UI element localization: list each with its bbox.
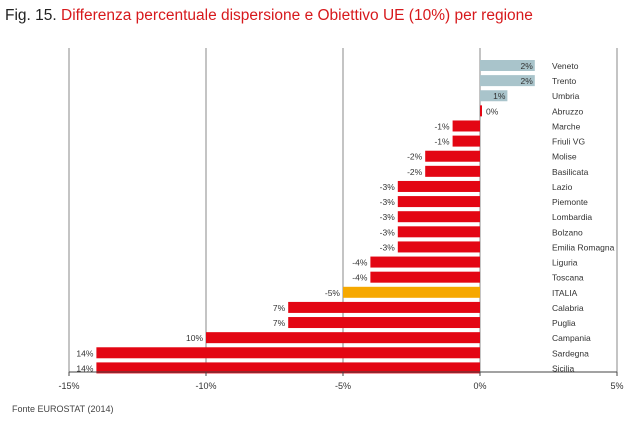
value-label-2: 1%	[493, 91, 506, 101]
value-label-15: -5%	[325, 288, 341, 298]
bar-7	[425, 165, 480, 177]
category-label-9: Piemonte	[552, 197, 588, 207]
bar-3	[480, 105, 482, 117]
category-label-18: Campania	[552, 333, 591, 343]
bar-2	[480, 90, 508, 102]
figure-title: Differenza percentuale dispersione e Obi…	[61, 7, 533, 24]
bar-19	[96, 347, 481, 359]
value-label-3: 0%	[486, 106, 499, 116]
x-tick-label-0: -15%	[58, 381, 79, 391]
bar-10	[397, 211, 480, 223]
bar-18	[206, 332, 480, 344]
value-label-11: -3%	[380, 227, 396, 237]
category-label-10: Lombardia	[552, 212, 592, 222]
category-label-14: Toscana	[552, 273, 584, 283]
category-label-4: Marche	[552, 121, 581, 131]
bar-6	[425, 150, 480, 162]
category-label-2: Umbria	[552, 91, 580, 101]
value-label-20: 14%	[76, 363, 93, 373]
category-label-17: Puglia	[552, 318, 576, 328]
chart-title: Fig. 15. Differenza percentuale dispersi…	[5, 6, 533, 26]
bar-12	[397, 241, 480, 253]
category-label-5: Friuli VG	[552, 137, 585, 147]
value-label-12: -3%	[380, 242, 396, 252]
value-label-4: -1%	[434, 121, 450, 131]
value-label-13: -4%	[352, 258, 368, 268]
category-label-0: Veneto	[552, 61, 579, 71]
category-label-13: Liguria	[552, 258, 578, 268]
bar-13	[370, 256, 480, 268]
category-label-8: Lazio	[552, 182, 573, 192]
bar-14	[370, 271, 480, 283]
x-tick-label-2: -5%	[335, 381, 351, 391]
category-label-16: Calabria	[552, 303, 584, 313]
value-label-5: -1%	[434, 137, 450, 147]
value-label-18: 10%	[186, 333, 203, 343]
bar-20	[96, 362, 481, 374]
category-label-20: Sicilia	[552, 363, 574, 373]
value-label-9: -3%	[380, 197, 396, 207]
value-label-1: 2%	[521, 76, 534, 86]
bar-0	[480, 60, 535, 71]
bar-9	[397, 196, 480, 208]
bar-17	[288, 317, 480, 329]
value-label-8: -3%	[380, 182, 396, 192]
source-note: Fonte EUROSTAT (2014)	[12, 404, 114, 414]
category-label-12: Emilia Romagna	[552, 242, 615, 252]
value-label-0: 2%	[521, 61, 534, 71]
bar-8	[397, 180, 480, 192]
value-label-6: -2%	[407, 152, 423, 162]
bar-1	[480, 75, 535, 87]
category-label-1: Trento	[552, 76, 577, 86]
value-label-19: 14%	[76, 348, 93, 358]
bar-5	[452, 135, 480, 147]
bar-11	[397, 226, 480, 238]
bar-chart: 2% Veneto 2% Trento 1% Umbria 0% Abruzzo -1% Marc…	[58, 48, 624, 391]
x-tick-label-4: 5%	[610, 381, 623, 391]
bar-4	[452, 120, 480, 132]
category-label-19: Sardegna	[552, 348, 589, 358]
value-label-14: -4%	[352, 273, 368, 283]
category-label-11: Bolzano	[552, 227, 583, 237]
category-label-15: ITALIA	[552, 288, 578, 298]
category-label-3: Abruzzo	[552, 106, 583, 116]
bar-15	[343, 286, 480, 298]
category-label-7: Basilicata	[552, 167, 589, 177]
value-label-17: 7%	[273, 318, 286, 328]
x-tick-label-1: -10%	[195, 381, 216, 391]
value-label-16: 7%	[273, 303, 286, 313]
category-label-6: Molise	[552, 152, 577, 162]
bar-16	[288, 301, 480, 313]
figure-number: Fig. 15.	[5, 7, 57, 24]
value-label-10: -3%	[380, 212, 396, 222]
x-tick-label-3: 0%	[473, 381, 486, 391]
value-label-7: -2%	[407, 167, 423, 177]
